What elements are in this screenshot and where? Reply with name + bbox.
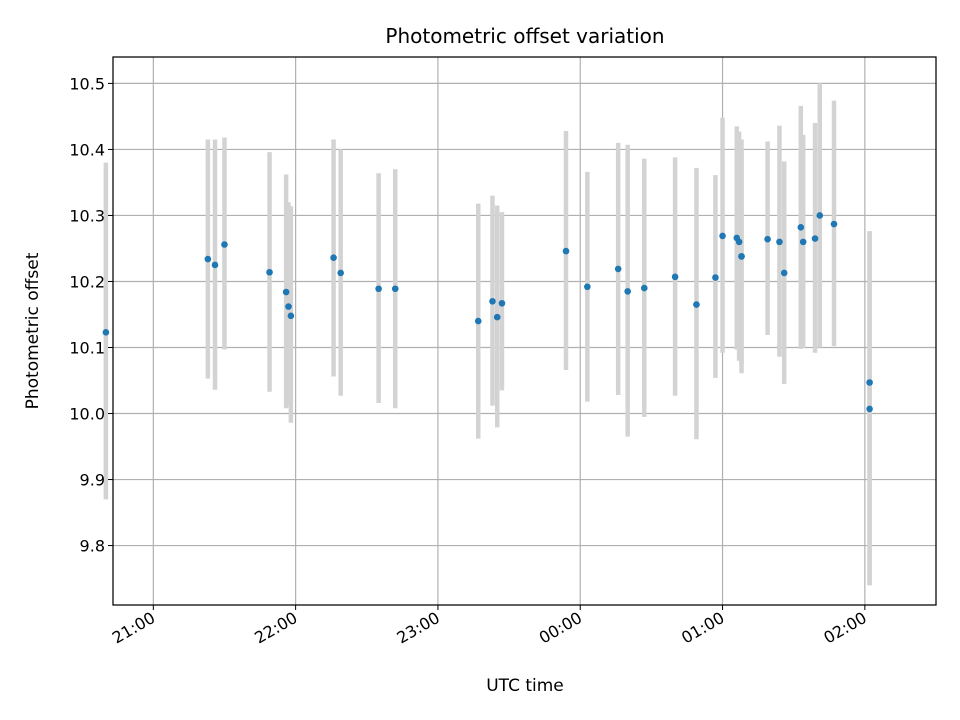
x-tick-label: 23:00 xyxy=(393,608,442,648)
data-point xyxy=(474,317,482,325)
data-point xyxy=(719,232,726,240)
data-point xyxy=(764,235,771,243)
data-point xyxy=(204,255,212,263)
data-point xyxy=(285,303,292,310)
y-axis: 9.8 9.9 10.0 10.1 10.2 10.3 10.4 10.5 xyxy=(69,74,113,556)
data-point xyxy=(797,224,805,231)
data-point xyxy=(337,269,344,277)
data-point xyxy=(866,379,873,386)
data-point xyxy=(640,284,648,292)
x-tick-label: 01:00 xyxy=(678,608,727,648)
data-point xyxy=(866,405,873,413)
grid xyxy=(113,57,936,605)
plot-frame xyxy=(112,56,937,606)
chart-title: Photometric offset variation xyxy=(385,24,664,48)
data-point xyxy=(102,329,110,336)
x-tick-label: 21:00 xyxy=(109,608,158,648)
data-point xyxy=(375,285,382,293)
y-tick-label: 10.1 xyxy=(69,339,105,358)
data-point xyxy=(287,312,295,320)
data-point xyxy=(712,274,719,281)
y-tick-label: 10.0 xyxy=(69,405,105,424)
data-point xyxy=(816,212,824,219)
data-point xyxy=(330,254,337,262)
x-tick-label: 22:00 xyxy=(251,608,300,648)
x-tick-label: 02:00 xyxy=(820,608,869,648)
y-tick-label: 9.9 xyxy=(80,471,105,490)
y-tick-label: 10.2 xyxy=(69,272,105,291)
data-point xyxy=(671,273,679,281)
data-point xyxy=(799,238,807,246)
data-point xyxy=(780,269,788,277)
x-axis-label: UTC time xyxy=(486,676,564,696)
data-point xyxy=(221,241,228,248)
data-point xyxy=(811,235,819,242)
y-tick-label: 10.5 xyxy=(69,74,105,93)
x-tick-label: 00:00 xyxy=(536,608,585,648)
data-point xyxy=(489,297,496,305)
data-point xyxy=(738,253,745,260)
data-point xyxy=(562,247,570,255)
data-points xyxy=(102,212,873,413)
y-axis-label: Photometric offset xyxy=(23,252,43,409)
data-point xyxy=(498,299,506,307)
y-tick-label: 10.4 xyxy=(69,140,105,159)
data-point xyxy=(776,238,783,246)
data-point xyxy=(614,265,622,273)
data-point xyxy=(211,261,219,269)
data-point xyxy=(493,313,501,321)
data-point xyxy=(584,283,591,291)
x-axis: 21:00 22:00 23:00 00:00 01:00 02:00 xyxy=(109,605,870,648)
data-point xyxy=(735,238,743,246)
data-point xyxy=(266,268,273,276)
y-tick-label: 10.3 xyxy=(69,206,105,225)
data-point xyxy=(693,301,700,308)
y-tick-label: 9.8 xyxy=(80,537,105,556)
data-point xyxy=(624,288,631,295)
data-point xyxy=(391,285,399,293)
data-point xyxy=(830,220,838,228)
data-point xyxy=(282,288,290,296)
error-bars xyxy=(103,83,872,586)
